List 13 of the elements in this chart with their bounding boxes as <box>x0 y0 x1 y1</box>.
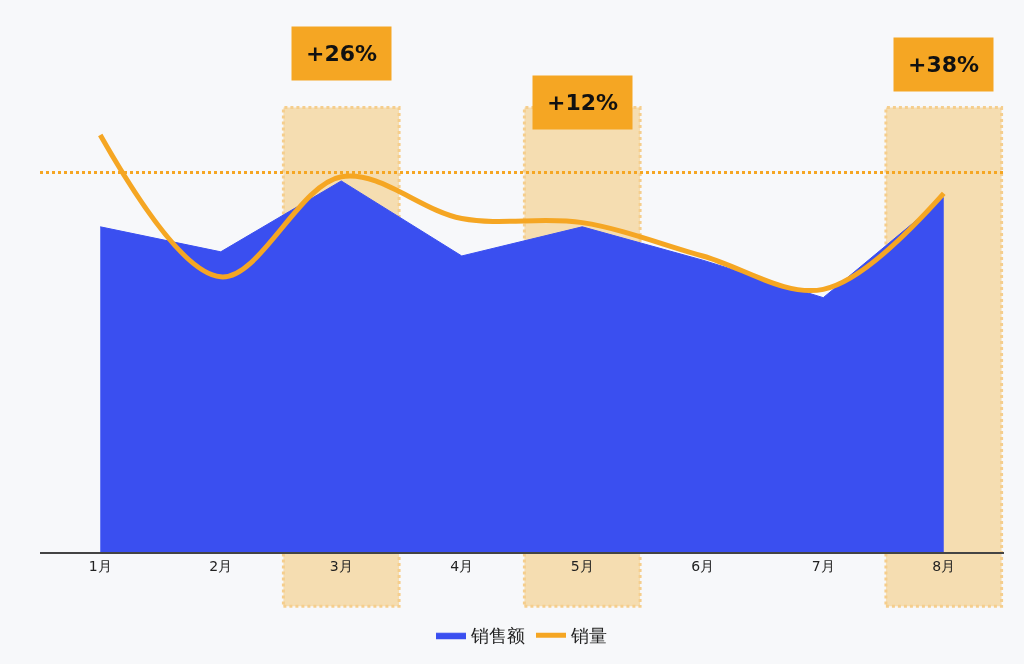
x-tick-label: 1月 <box>88 557 112 574</box>
legend-label: 销售额 <box>470 625 525 647</box>
legend-label: 销量 <box>570 625 607 647</box>
x-tick-label: 7月 <box>811 557 835 574</box>
x-tick-label: 6月 <box>691 557 715 574</box>
x-tick-label: 2月 <box>209 557 233 574</box>
text: +12% <box>547 90 619 115</box>
text: +38% <box>908 52 980 77</box>
x-tick-label: 5月 <box>570 557 594 574</box>
x-tick-label: 3月 <box>329 557 353 574</box>
text: +26% <box>306 41 378 66</box>
x-tick-label: 8月 <box>932 557 956 574</box>
x-tick-label: 4月 <box>450 557 474 574</box>
